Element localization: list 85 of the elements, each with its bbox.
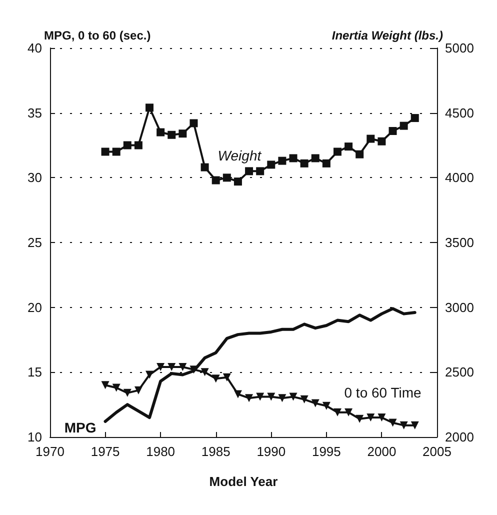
y-tick-label: 30 xyxy=(28,170,42,186)
point xyxy=(123,388,132,397)
point xyxy=(256,167,264,176)
point xyxy=(245,394,254,402)
y2-tick-label: 3500 xyxy=(445,235,474,250)
point xyxy=(178,362,187,371)
x-tick-label: 2000 xyxy=(367,444,396,459)
point xyxy=(101,148,110,156)
point xyxy=(200,163,209,172)
point xyxy=(190,119,198,128)
point xyxy=(388,418,397,427)
point xyxy=(388,126,397,135)
point xyxy=(333,408,342,416)
point xyxy=(278,394,286,402)
point xyxy=(146,370,154,379)
point xyxy=(378,137,386,146)
y2-tick-label: 2500 xyxy=(445,364,474,380)
point xyxy=(134,386,142,394)
y-tick-label: 35 xyxy=(28,105,42,120)
point xyxy=(212,176,220,184)
point xyxy=(300,395,308,404)
point xyxy=(344,408,353,416)
point xyxy=(267,160,276,169)
y2-tick-label: 2000 xyxy=(445,430,474,444)
point xyxy=(378,414,386,422)
point xyxy=(168,362,176,371)
y2-tick-label: 4000 xyxy=(445,170,474,186)
point xyxy=(200,368,209,376)
x-tick-label: 1995 xyxy=(312,444,341,459)
y-tick-label: 20 xyxy=(28,300,42,315)
y-tick-label: 25 xyxy=(28,235,42,250)
y-tick-label: 10 xyxy=(28,430,42,444)
point xyxy=(311,154,320,162)
point xyxy=(410,421,419,430)
point xyxy=(278,156,286,165)
point xyxy=(322,402,330,410)
point xyxy=(134,141,142,150)
point xyxy=(168,130,176,139)
point xyxy=(267,392,276,401)
point xyxy=(344,142,353,151)
point xyxy=(234,178,242,186)
point xyxy=(356,150,364,158)
point xyxy=(289,154,298,162)
x-tick-label: 1970 xyxy=(36,444,64,459)
series-label: Weight xyxy=(218,147,262,164)
point xyxy=(146,104,154,112)
x-tick-label: 1985 xyxy=(201,444,230,459)
point xyxy=(289,392,298,401)
y2-tick-label: 5000 xyxy=(445,40,474,56)
point xyxy=(156,362,165,371)
point xyxy=(400,122,408,130)
point xyxy=(256,392,264,401)
point xyxy=(410,114,419,122)
point xyxy=(112,148,120,156)
point xyxy=(400,421,408,430)
series-label: MPG xyxy=(64,419,96,436)
point xyxy=(333,148,342,156)
x-axis-title: Model Year xyxy=(209,474,278,489)
point xyxy=(156,128,165,136)
y-tick-label: 40 xyxy=(28,40,42,56)
y2-tick-label: 3000 xyxy=(445,300,474,315)
point xyxy=(366,414,375,422)
point xyxy=(123,141,132,150)
point xyxy=(322,159,330,168)
point xyxy=(222,373,231,382)
x-tick-label: 2005 xyxy=(422,444,452,459)
y-tick-label: 15 xyxy=(28,364,42,380)
point xyxy=(222,174,231,182)
x-tick-label: 1990 xyxy=(256,444,286,459)
point xyxy=(101,381,110,390)
point xyxy=(366,134,375,143)
y2-axis-title: Inertia Weight (lbs.) xyxy=(332,28,443,43)
series-label: 0 to 60 Time xyxy=(344,384,422,401)
point xyxy=(234,390,242,398)
point xyxy=(356,414,364,423)
point xyxy=(300,159,308,168)
y2-tick-label: 4500 xyxy=(445,105,474,120)
point xyxy=(112,384,120,392)
x-tick-label: 1975 xyxy=(90,444,120,459)
y-axis-title: MPG, 0 to 60 (sec.) xyxy=(44,28,151,43)
point xyxy=(245,167,254,176)
point xyxy=(178,130,187,138)
point xyxy=(311,399,320,408)
x-tick-label: 1980 xyxy=(146,444,176,459)
point xyxy=(212,374,220,383)
